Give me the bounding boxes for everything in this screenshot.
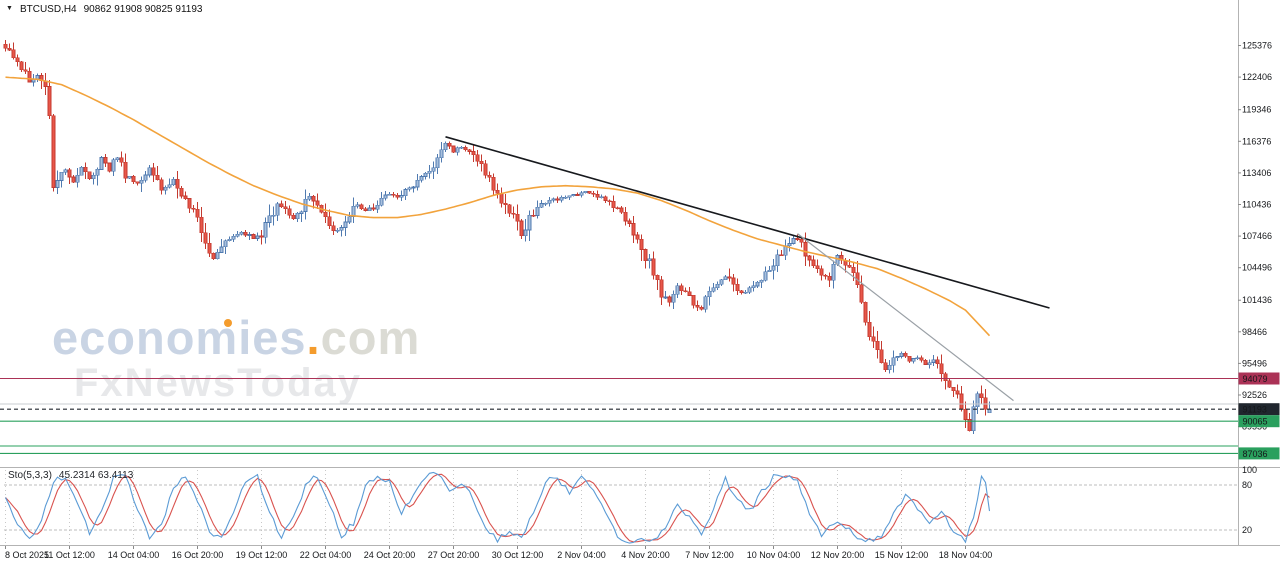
watermark-orange-dot-icon bbox=[224, 319, 232, 327]
x-axis-label: 7 Nov 12:00 bbox=[685, 550, 734, 560]
price-axis[interactable]: 125376 122406 119346 116376 113406 110436 1074… bbox=[1238, 41, 1280, 536]
sto-axis-label: 100 bbox=[1242, 465, 1257, 475]
triangle-marker-icon: ▼ bbox=[6, 5, 13, 12]
indicator-values: 45.2314 63.4113 bbox=[58, 470, 134, 481]
x-axis-label: 11 Oct 12:00 bbox=[44, 550, 95, 560]
price-badge bbox=[1238, 403, 1280, 416]
price-badge bbox=[1238, 415, 1280, 428]
y-axis-label: 104496 bbox=[1242, 263, 1272, 273]
watermark-com: com bbox=[320, 311, 421, 364]
price-badge bbox=[1238, 372, 1280, 385]
x-axis-label: 12 Nov 20:00 bbox=[811, 550, 865, 560]
descending-trendline-gray bbox=[797, 233, 1014, 402]
y-axis-label: 98466 bbox=[1242, 327, 1267, 337]
indicator-label: Sto(5,3,3) 45.2314 63.4113 bbox=[8, 470, 133, 481]
watermark: economies.com FxNewsToday bbox=[52, 314, 420, 403]
price-badge-label: 90065 bbox=[1243, 417, 1268, 427]
y-axis-label: 119346 bbox=[1242, 105, 1271, 115]
price-badge-label: 94079 bbox=[1243, 374, 1268, 384]
x-axis-label: 30 Oct 12:00 bbox=[492, 550, 544, 560]
y-axis-label: 125376 bbox=[1242, 41, 1272, 51]
y-axis-label: 92526 bbox=[1242, 390, 1267, 400]
candlestick-series bbox=[3, 39, 992, 434]
x-axis-label: 4 Nov 20:00 bbox=[621, 550, 670, 560]
x-axis-label: 18 Nov 04:00 bbox=[939, 550, 993, 560]
price-badge bbox=[1238, 447, 1280, 460]
x-axis-label: 2 Nov 04:00 bbox=[557, 550, 606, 560]
price-badge-label: 87036 bbox=[1243, 449, 1268, 459]
watermark-economies-text: economies bbox=[52, 311, 307, 364]
descending-trendline-black bbox=[445, 136, 1050, 309]
sto-axis-label: 20 bbox=[1242, 525, 1252, 535]
x-axis-label: 19 Oct 12:00 bbox=[236, 550, 288, 560]
y-axis-label: 101436 bbox=[1242, 295, 1272, 305]
watermark-dot: . bbox=[306, 311, 321, 364]
watermark-economies: economies.com bbox=[52, 314, 420, 361]
y-axis-label: 95496 bbox=[1242, 358, 1267, 368]
y-axis-label: 107466 bbox=[1242, 231, 1272, 241]
y-axis-label: 113406 bbox=[1242, 168, 1271, 178]
symbol-title-bar: ▼ BTCUSD,H4 90862 91908 90825 91193 bbox=[6, 4, 202, 15]
x-axis-label: 15 Nov 12:00 bbox=[875, 550, 929, 560]
moving-average-line bbox=[5, 76, 991, 337]
symbol-period-label: BTCUSD,H4 bbox=[19, 4, 77, 15]
pane-borders bbox=[0, 0, 1280, 546]
y-axis-label: 116376 bbox=[1242, 136, 1271, 146]
y-axis-label: 110436 bbox=[1242, 200, 1271, 210]
x-axis-label: 8 Oct 2025 bbox=[5, 550, 49, 560]
price-badge-label: 91193 bbox=[1243, 405, 1267, 415]
stochastic-k-line bbox=[5, 471, 991, 544]
stochastic-d-line bbox=[5, 473, 990, 543]
x-axis-label: 27 Oct 20:00 bbox=[428, 550, 480, 560]
x-axis-label: 10 Nov 04:00 bbox=[747, 550, 801, 560]
y-axis-label: 122406 bbox=[1242, 72, 1272, 82]
sto-axis-label: 80 bbox=[1242, 480, 1252, 490]
x-axis-label: 16 Oct 20:00 bbox=[172, 550, 224, 560]
quote-ohlc-label: 90862 91908 90825 91193 bbox=[83, 4, 203, 15]
x-axis-label: 24 Oct 20:00 bbox=[364, 550, 416, 560]
watermark-fxnewstoday: FxNewsToday bbox=[74, 361, 362, 405]
indicator-name: Sto(5,3,3) bbox=[8, 470, 52, 481]
x-axis-label: 14 Oct 04:00 bbox=[108, 550, 160, 560]
x-axis-label: 22 Oct 04:00 bbox=[300, 550, 352, 560]
